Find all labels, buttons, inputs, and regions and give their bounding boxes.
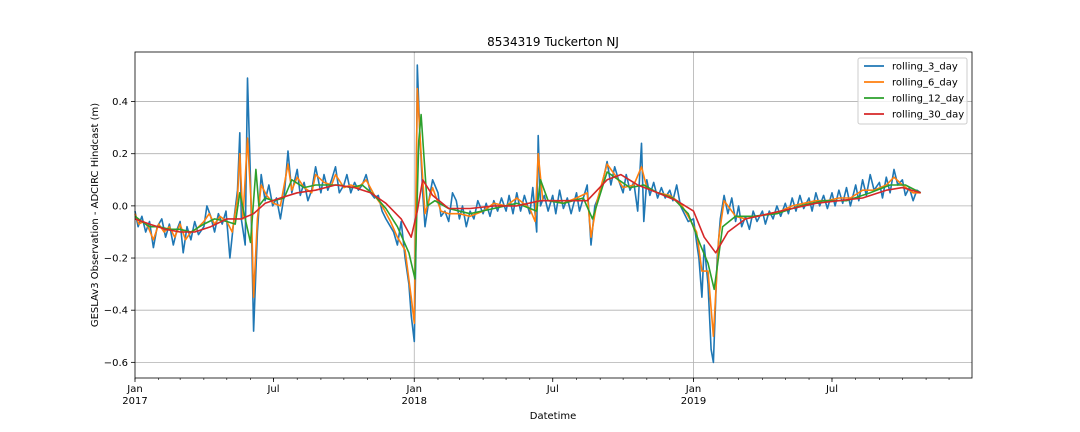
x-tick-year-label: 2018 [402, 396, 427, 407]
x-axis-label: Datetime [530, 411, 577, 422]
series-lines [134, 64, 922, 364]
y-tick-label: −0.4 [104, 306, 128, 317]
grid [135, 52, 972, 378]
x-tick-label: Jul [266, 384, 279, 395]
x-tick-label: Jul [825, 384, 838, 395]
legend-box [857, 57, 968, 125]
x-tick-label: Jan [406, 384, 422, 395]
y-tick-label: 0.4 [112, 97, 128, 108]
y-tick-label: 0.2 [112, 149, 128, 160]
series-line-rolling_30_day [134, 173, 921, 254]
y-axis-label: GESLAv3 Observation - ADCIRC Hindcast (m… [90, 103, 101, 327]
chart-title: 8534319 Tuckerton NJ [487, 35, 619, 49]
y-tick-label: −0.2 [104, 254, 128, 265]
axes-frame [134, 51, 973, 379]
legend-label: rolling_3_day [892, 62, 958, 73]
series-line-rolling_6_day [134, 87, 921, 338]
series-line-rolling_3_day [134, 64, 922, 364]
legend-label: rolling_12_day [892, 94, 964, 105]
legend: rolling_3_day rolling_6_day rolling_12_day… [857, 57, 968, 125]
y-tick-label: −0.6 [104, 358, 128, 369]
legend-label: rolling_6_day [892, 78, 958, 89]
x-tick-year-label: 2019 [681, 396, 706, 407]
x-tick-label: Jan [685, 384, 701, 395]
series-line-rolling_12_day [134, 113, 922, 291]
legend-label: rolling_30_day [892, 110, 964, 121]
x-tick-label: Jul [546, 384, 559, 395]
x-tick-label: Jan [126, 384, 142, 395]
y-axis-ticks: 0.4 0.2 0.0 −0.2 −0.4 −0.6 [104, 97, 135, 369]
x-tick-year-label: 2017 [122, 396, 147, 407]
y-tick-label: 0.0 [112, 201, 128, 212]
